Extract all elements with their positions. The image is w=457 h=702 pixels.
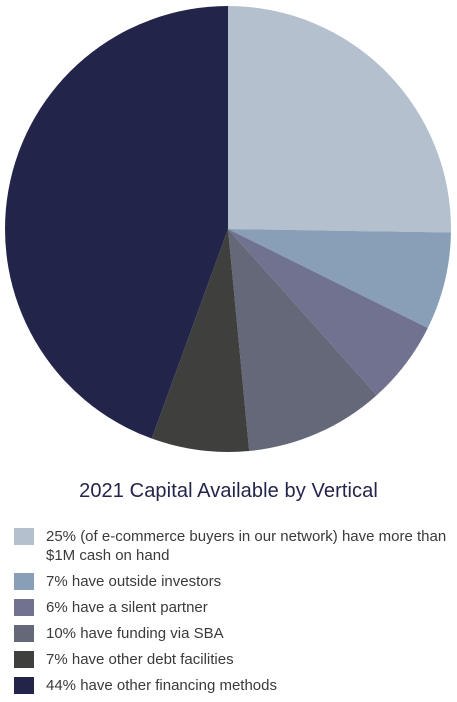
pie-slice-2 — [228, 229, 428, 396]
legend-label: 25% (of e-commerce buyers in our network… — [46, 528, 447, 564]
pie-slice-5 — [5, 6, 229, 439]
legend-item-3: 10% have funding via SBA — [14, 624, 450, 643]
pie-chart — [5, 6, 451, 452]
legend-item-4: 7% have other debt facilities — [14, 650, 450, 669]
legend-swatch — [14, 599, 34, 616]
legend-swatch — [14, 625, 34, 642]
chart-title: 2021 Capital Available by Vertical — [79, 480, 378, 502]
legend-swatch — [14, 651, 34, 668]
pie-slice-0 — [228, 6, 451, 233]
pie-slice-4 — [151, 229, 250, 452]
legend-item-5: 44% have other financing methods — [14, 676, 450, 695]
pie-slice-1 — [228, 229, 451, 329]
legend-swatch — [14, 528, 34, 545]
legend-swatch — [14, 677, 34, 694]
legend-label: 44% have other financing methods — [46, 677, 277, 694]
legend-label: 7% have other debt facilities — [46, 651, 234, 668]
legend-swatch — [14, 573, 34, 590]
legend-label: 7% have outside investors — [46, 573, 222, 590]
legend-label: 10% have funding via SBA — [46, 625, 224, 642]
legend-label: 6% have a silent partner — [46, 599, 208, 616]
legend-item-2: 6% have a silent partner — [14, 598, 450, 617]
legend-item-1: 7% have outside investors — [14, 572, 450, 591]
legend-item-0: 25% (of e-commerce buyers in our network… — [14, 527, 450, 565]
legend: 25% (of e-commerce buyers in our network… — [14, 527, 450, 702]
pie-slice-3 — [228, 229, 377, 451]
